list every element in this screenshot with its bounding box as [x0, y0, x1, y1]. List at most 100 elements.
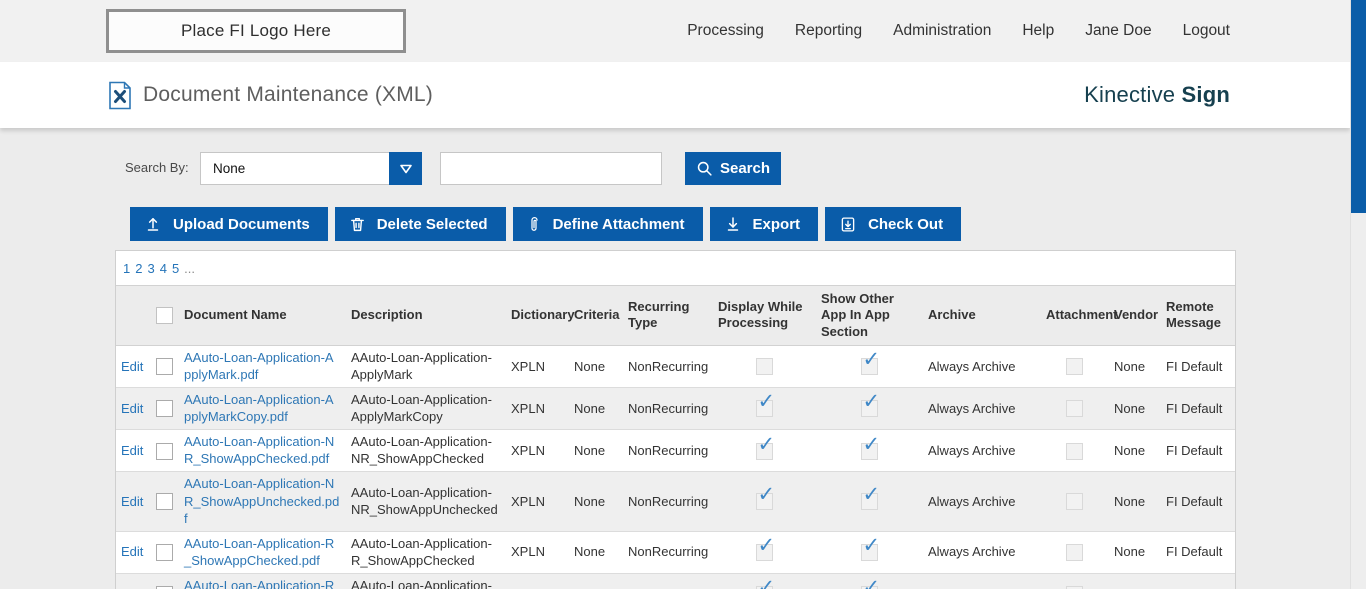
archive-value: Always Archive	[928, 587, 1015, 589]
upload-icon	[144, 215, 162, 233]
document-name-link[interactable]: AAuto-Loan-Application-NR_ShowAppUncheck…	[184, 476, 340, 527]
show-other-app-checkbox-checked: ✓	[860, 391, 880, 418]
criteria-value: None	[574, 400, 606, 416]
checkmark-icon: ✓	[862, 432, 881, 456]
search-row: Search By: None Search	[0, 152, 1350, 185]
table-row: Edit AAuto-Loan-Application-NR_ShowAppUnc…	[116, 471, 1235, 532]
recurring-type-value: NonRecurring	[628, 400, 709, 416]
document-description: AAuto-Loan-Application-ApplyMarkCopy	[351, 391, 492, 425]
criteria-value: None	[574, 358, 606, 374]
page-link-3[interactable]: 3	[147, 261, 155, 276]
page-link-2[interactable]: 2	[135, 261, 143, 276]
nav-item-logout[interactable]: Logout	[1182, 22, 1230, 39]
vendor-value: None	[1114, 358, 1146, 374]
show-other-app-checkbox-checked: ✓	[860, 434, 880, 460]
check-out-button[interactable]: Check Out	[825, 207, 962, 241]
nav-item-administration[interactable]: Administration	[893, 22, 992, 39]
row-select-checkbox[interactable]	[156, 544, 173, 562]
checkmark-icon: ✓	[757, 483, 776, 507]
search-by-dropdown[interactable]: None	[200, 152, 422, 185]
nav-item-processing[interactable]: Processing	[687, 22, 764, 39]
search-input[interactable]	[440, 152, 662, 185]
nav-item-jane-doe[interactable]: Jane Doe	[1085, 22, 1152, 39]
define-attachment-button[interactable]: Define Attachment	[512, 207, 703, 241]
display-while-processing-checkbox-unchecked	[755, 358, 773, 376]
page-link-5[interactable]: 5	[171, 261, 180, 276]
col-header-label: Description	[351, 307, 423, 323]
checkmark-icon: ✓	[757, 432, 776, 456]
col-header-label: Recurring Type	[628, 299, 690, 331]
row-select-checkbox[interactable]	[156, 493, 173, 511]
dropdown-arrow-button[interactable]	[389, 152, 422, 185]
archive-value: Always Archive	[928, 493, 1016, 509]
document-description: AAuto-Loan-Application-R_ShowAppChecked	[351, 535, 492, 569]
brand-bold: Sign	[1181, 82, 1230, 107]
row-select-checkbox[interactable]	[156, 586, 173, 589]
show-other-app-checkbox-checked: ✓	[860, 349, 880, 376]
document-description: AAuto-Loan-Application-NR_ShowAppChecked	[351, 433, 492, 467]
select-all-checkbox[interactable]	[156, 306, 173, 324]
display-while-processing-checkbox-checked: ✓	[755, 484, 775, 511]
edit-link[interactable]: Edit	[121, 587, 143, 589]
delete-selected-button[interactable]: Delete Selected	[334, 207, 506, 241]
nav-item-reporting[interactable]: Reporting	[794, 22, 863, 39]
archive-value: Always Archive	[928, 358, 1016, 374]
display-while-processing-checkbox-checked: ✓	[755, 391, 775, 418]
edit-link[interactable]: Edit	[121, 400, 144, 416]
edit-link[interactable]: Edit	[121, 442, 144, 458]
recurring-type-value: NonRecurring	[628, 587, 708, 589]
vertical-scrollbar[interactable]	[1350, 0, 1366, 589]
search-button[interactable]: Search	[685, 152, 781, 185]
col-header-edit	[116, 285, 151, 346]
criteria-value: None	[574, 544, 606, 560]
checkmark-icon: ✓	[862, 483, 881, 507]
checkout-icon	[839, 215, 857, 234]
page-link-4[interactable]: 4	[159, 261, 167, 276]
row-select-checkbox[interactable]	[156, 400, 173, 418]
action-buttons: Upload Documents Delete Selected Define At…	[130, 207, 962, 241]
document-name-link[interactable]: AAuto-Loan-Application-ApplyMarkCopy.pdf	[184, 391, 334, 425]
recurring-type-value: NonRecurring	[628, 544, 709, 560]
action-button-label: Define Attachment	[552, 215, 685, 233]
document-name-link[interactable]: AAuto-Loan-Application-NR_ShowAppChecked…	[184, 433, 335, 467]
col-header-label: Criteria	[574, 307, 620, 323]
row-select-checkbox[interactable]	[156, 358, 173, 376]
checkmark-icon: ✓	[862, 576, 881, 589]
display-while-processing-checkbox-checked: ✓	[755, 577, 775, 589]
document-name-link[interactable]: AAuto-Loan-Application-R_ShowAppChecked.…	[184, 535, 335, 569]
dictionary-value: XPLN	[511, 442, 545, 458]
attachment-checkbox-unchecked	[1066, 493, 1083, 511]
page-ellipsis: ...	[184, 261, 196, 276]
edit-link[interactable]: Edit	[121, 358, 144, 374]
col-header-display-while-processing: Display While Processing	[713, 285, 816, 346]
edit-link[interactable]: Edit	[121, 493, 144, 509]
table-row: Edit AAuto-Loan-Application-R_ShowAppChec…	[116, 531, 1235, 574]
col-header-label: Vendor	[1114, 307, 1159, 323]
col-header-show-other-app-in-app-section: Show Other App In App Section	[816, 285, 923, 346]
dictionary-value: XPLN	[511, 544, 545, 560]
document-name-link[interactable]: AAuto-Loan-Application-ApplyMark.pdf	[184, 349, 334, 383]
show-other-app-checkbox-checked: ✓	[860, 484, 880, 511]
upload-documents-button[interactable]: Upload Documents	[130, 207, 328, 241]
checkmark-icon: ✓	[862, 348, 881, 372]
recurring-type-value: NonRecurring	[628, 358, 709, 374]
fi-logo-placeholder: Place FI Logo Here	[106, 9, 406, 53]
document-name-link[interactable]: AAuto-Loan-Application-R_ShowAppUnchecke…	[184, 577, 335, 589]
row-select-checkbox[interactable]	[156, 442, 173, 460]
dictionary-value: XPLN	[511, 493, 545, 509]
documents-table-container: 1 2 3 4 5... Document Name Description Diction…	[115, 250, 1236, 589]
scrollbar-thumb[interactable]	[1351, 0, 1366, 213]
attachment-checkbox-unchecked	[1066, 586, 1083, 589]
col-header-vendor: Vendor	[1109, 285, 1161, 346]
col-header-recurring-type: Recurring Type	[623, 285, 713, 346]
page-link-1[interactable]: 1	[123, 261, 131, 276]
checkmark-icon: ✓	[757, 390, 776, 414]
edit-link[interactable]: Edit	[121, 544, 144, 560]
nav-item-help[interactable]: Help	[1022, 22, 1055, 39]
brand-logo: Kinective Sign	[1084, 82, 1230, 108]
export-button[interactable]: Export	[709, 207, 819, 241]
action-button-label: Delete Selected	[376, 215, 488, 233]
col-header-label: Show Other App In App Section	[821, 291, 894, 339]
col-header-remote-message: Remote Message	[1161, 285, 1235, 346]
page-header: Document Maintenance (XML) Kinective Sig…	[0, 62, 1350, 128]
